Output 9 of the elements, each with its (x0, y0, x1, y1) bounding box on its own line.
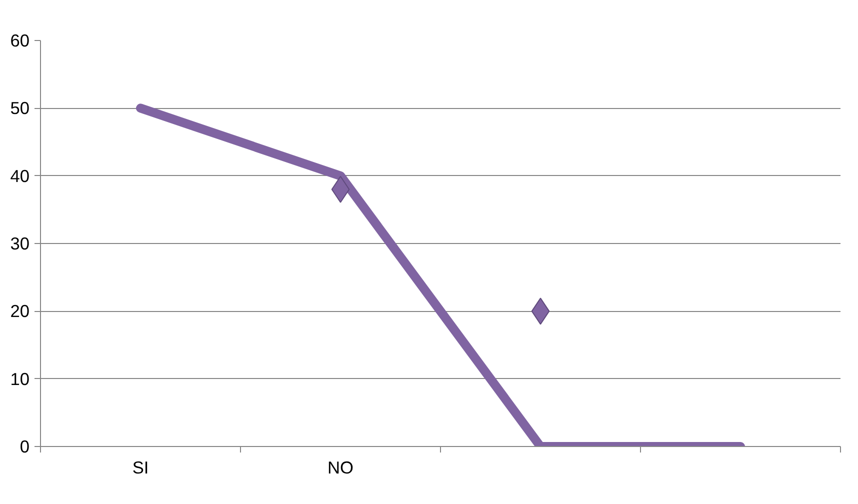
y-tick-label: 50 (10, 98, 30, 118)
y-tick-label: 60 (10, 30, 30, 50)
x-tick-label: NO (328, 458, 354, 478)
x-tick-label: SI (132, 458, 149, 478)
y-tick-label: 10 (10, 368, 30, 389)
y-tick-label: 30 (10, 234, 30, 254)
y-tick-label: 0 (20, 436, 30, 456)
y-tick-label: 40 (10, 166, 30, 186)
y-tick-label: 20 (10, 301, 30, 322)
